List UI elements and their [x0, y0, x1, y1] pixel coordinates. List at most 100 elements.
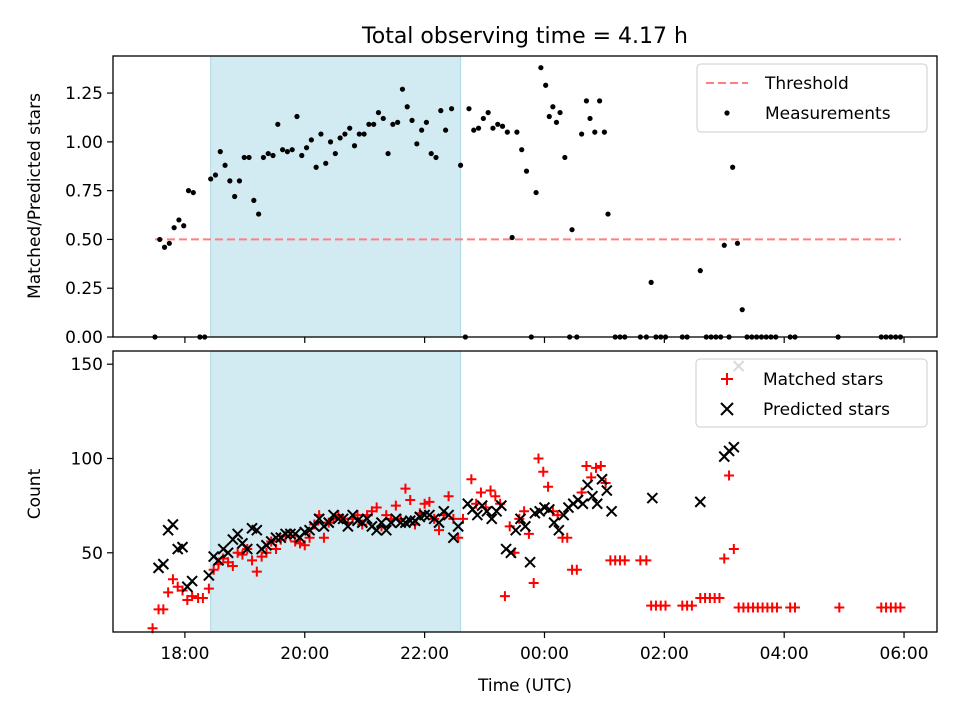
- measurement-point: [495, 121, 501, 127]
- measurement-point: [327, 139, 334, 145]
- predicted-point: [471, 509, 484, 521]
- matched-point: [533, 453, 544, 464]
- measurement-point: [380, 115, 386, 122]
- legend-threshold-label: Threshold: [764, 74, 849, 94]
- measurement-point: [289, 147, 295, 153]
- measurement-point: [569, 227, 575, 233]
- measurement-point: [347, 125, 353, 131]
- measurement-point: [592, 129, 598, 135]
- predicted-points: [152, 360, 745, 593]
- predicted-point: [605, 505, 618, 518]
- predicted-point: [231, 528, 244, 540]
- predicted-point: [337, 513, 349, 525]
- top-y-tick-label: 1.25: [65, 84, 103, 104]
- matched-point: [714, 593, 725, 604]
- predicted-point: [505, 547, 517, 559]
- bottom-plot-frame: [112, 350, 938, 633]
- matched-point: [208, 564, 219, 575]
- measurement-point: [553, 119, 560, 125]
- measurement-point: [212, 172, 219, 178]
- measurement-point: [546, 113, 552, 120]
- predicted-point: [323, 516, 335, 529]
- matched-point: [538, 466, 549, 477]
- predicted-point: [548, 516, 560, 529]
- measurement-point: [579, 131, 585, 137]
- top-y-tick-label: 0.00: [65, 328, 103, 348]
- measurement-point: [562, 154, 568, 161]
- measurement-point: [404, 104, 410, 110]
- bottom-x-tick-label: 06:00: [880, 644, 929, 664]
- measurement-point: [275, 121, 281, 127]
- matched-point: [595, 461, 606, 472]
- measurement-point: [256, 211, 262, 217]
- matched-point: [660, 600, 671, 611]
- measurement-point: [543, 82, 549, 88]
- predicted-point: [601, 484, 613, 497]
- measurement-point: [217, 149, 223, 155]
- measurement-point: [332, 150, 338, 157]
- measurement-point: [356, 131, 362, 137]
- measurement-point: [721, 242, 727, 248]
- matched-point: [591, 462, 602, 473]
- legend-matched-swatch: [721, 373, 733, 385]
- measurement-point: [294, 113, 300, 120]
- top-plot-frame: [112, 55, 938, 338]
- matched-point: [719, 553, 730, 564]
- matched-point: [424, 496, 435, 507]
- measurement-point: [475, 125, 482, 131]
- matched-point: [158, 604, 169, 615]
- top-y-tick-label: 1.00: [65, 133, 103, 153]
- measurement-point: [583, 98, 590, 104]
- matched-point: [203, 583, 214, 594]
- bottom-x-ticks: 18:00 20:00 22:00 00:00 02:00 04:00 06:00: [160, 632, 929, 664]
- predicted-point: [361, 513, 373, 525]
- predicted-point: [557, 509, 570, 521]
- predicted-point: [447, 531, 460, 544]
- measurement-point: [587, 115, 593, 122]
- predicted-point: [510, 524, 522, 536]
- measurement-point: [390, 121, 396, 127]
- measurement-point: [232, 193, 238, 200]
- matched-point: [390, 500, 401, 511]
- matched-point: [294, 538, 305, 549]
- measurement-point: [284, 149, 290, 155]
- matched-point: [728, 544, 739, 555]
- matched-point: [789, 602, 800, 613]
- matched-point: [543, 481, 554, 492]
- matched-point: [443, 491, 454, 502]
- predicted-point: [394, 516, 407, 529]
- predicted-point: [203, 569, 215, 582]
- measurement-point: [361, 131, 367, 137]
- measurement-point: [433, 154, 439, 161]
- legend-measurements-swatch: [724, 110, 730, 116]
- bottom-y-tick-label: 100: [71, 449, 103, 469]
- measurement-point: [351, 143, 358, 149]
- top-y-axis-label: Matched/Predicted stars: [25, 93, 45, 299]
- matched-point: [571, 564, 582, 575]
- measurement-point: [375, 109, 382, 116]
- measurement-point: [318, 131, 324, 137]
- predicted-point: [251, 524, 263, 536]
- predicted-point: [514, 513, 527, 525]
- top-panel: 0.00 0.25 0.50 0.75 1.00 1.25 Matched/Predict…: [25, 55, 938, 348]
- predicted-point: [342, 520, 354, 533]
- measurement-point: [409, 117, 415, 123]
- measurement-point: [480, 115, 486, 122]
- matched-point: [499, 591, 510, 602]
- matched-point: [318, 532, 329, 543]
- measurement-point: [395, 119, 401, 125]
- measurement-point: [739, 307, 745, 313]
- predicted-point: [370, 524, 383, 536]
- measurement-point: [236, 178, 243, 184]
- matched-point: [834, 602, 845, 613]
- measurement-point: [299, 152, 305, 159]
- measurement-point: [313, 164, 319, 170]
- measurement-point: [538, 65, 544, 71]
- measurement-point: [730, 164, 736, 170]
- predicted-point: [442, 509, 455, 521]
- predicted-point: [519, 520, 532, 533]
- measurement-point: [423, 119, 430, 125]
- matched-point: [562, 532, 573, 543]
- predicted-point: [581, 479, 594, 491]
- top-y-tick-label: 0.50: [65, 230, 103, 250]
